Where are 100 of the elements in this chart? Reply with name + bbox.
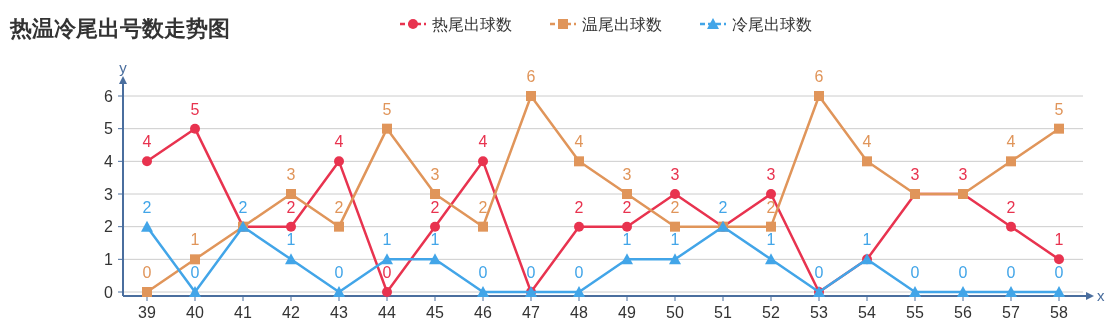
data-label: 2 <box>430 198 440 216</box>
point <box>621 253 633 265</box>
point <box>190 123 200 134</box>
point <box>430 221 440 232</box>
data-label: 2 <box>718 198 728 216</box>
x-tick-label: 43 <box>330 304 348 321</box>
point <box>334 221 344 232</box>
x-tick-label: 42 <box>282 304 300 321</box>
data-label: 1 <box>1054 231 1064 249</box>
point <box>142 156 152 167</box>
point <box>670 221 680 232</box>
data-label: 4 <box>1006 133 1016 151</box>
data-label: 0 <box>334 264 344 281</box>
x-tick-label: 55 <box>906 304 924 321</box>
y-tick-label: 3 <box>104 185 114 203</box>
data-label: 3 <box>910 166 920 183</box>
data-label: 1 <box>286 231 296 249</box>
point <box>670 189 680 199</box>
data-label: 6 <box>814 68 824 85</box>
point <box>382 123 392 134</box>
point <box>622 221 632 232</box>
point <box>285 253 297 265</box>
point <box>381 253 393 265</box>
data-label: 0 <box>574 264 584 281</box>
point <box>909 286 921 297</box>
data-label: 4 <box>142 133 152 151</box>
y-tick-label: 6 <box>104 87 114 105</box>
data-label: 4 <box>478 133 488 151</box>
x-tick-label: 58 <box>1050 304 1068 321</box>
point <box>189 286 201 297</box>
point <box>478 221 488 232</box>
data-label: 1 <box>766 231 776 249</box>
data-label: 2 <box>574 198 584 216</box>
point <box>669 253 681 265</box>
point <box>333 286 345 297</box>
data-label: 0 <box>910 264 920 281</box>
data-label: 2 <box>670 198 680 216</box>
data-label: 4 <box>334 133 344 151</box>
data-label: 2 <box>286 198 296 216</box>
point <box>765 253 777 265</box>
point <box>1006 221 1016 232</box>
point <box>1006 156 1016 167</box>
chart-title: 热温冷尾出号数走势图 <box>9 16 230 41</box>
point <box>190 254 200 265</box>
data-label: 0 <box>142 264 152 281</box>
y-tick-label: 5 <box>104 120 114 138</box>
data-label: 3 <box>430 166 440 183</box>
data-label: 0 <box>382 264 392 281</box>
y-tick-label: 1 <box>104 250 114 268</box>
x-tick-label: 45 <box>426 304 444 321</box>
data-label: 2 <box>334 198 344 216</box>
data-label: 4 <box>862 133 872 151</box>
data-label: 2 <box>766 198 776 216</box>
point <box>477 286 489 297</box>
y-tick-label: 0 <box>104 283 114 301</box>
data-label: 1 <box>382 231 392 249</box>
x-tick-label: 50 <box>666 304 684 321</box>
data-label: 3 <box>958 166 968 183</box>
point <box>766 221 776 232</box>
x-tick-label: 44 <box>378 304 396 321</box>
point <box>1054 254 1064 265</box>
point <box>957 286 969 297</box>
data-label: 0 <box>958 264 968 281</box>
data-label: 2 <box>238 198 248 216</box>
x-tick-label: 39 <box>138 304 156 321</box>
x-tick-label: 49 <box>618 304 636 321</box>
data-label: 1 <box>430 231 440 249</box>
data-label: 0 <box>1054 264 1064 281</box>
data-label: 0 <box>190 264 200 281</box>
x-tick-label: 51 <box>714 304 732 321</box>
point <box>1005 286 1017 297</box>
point <box>573 286 585 297</box>
data-label: 2 <box>478 198 488 216</box>
point <box>814 91 824 101</box>
y-axis-title: y <box>119 59 128 76</box>
x-tick-label: 48 <box>570 304 588 321</box>
data-label: 6 <box>526 68 536 85</box>
data-label: 3 <box>670 166 680 183</box>
point <box>574 156 584 167</box>
data-label: 0 <box>814 264 824 281</box>
point <box>526 91 536 101</box>
data-label: 4 <box>574 133 584 151</box>
data-label: 3 <box>622 166 632 183</box>
data-label: 0 <box>478 264 488 281</box>
point <box>574 221 584 232</box>
point <box>429 253 441 265</box>
point <box>1053 286 1065 297</box>
data-label: 1 <box>670 231 680 249</box>
legend-label: 温尾出球数 <box>582 16 662 33</box>
x-axis-title: x <box>1097 287 1105 305</box>
point <box>478 156 488 167</box>
point <box>430 189 440 199</box>
legend-label: 热尾出球数 <box>432 16 512 33</box>
data-label: 5 <box>382 100 392 118</box>
x-tick-label: 52 <box>762 304 780 321</box>
x-tick-label: 47 <box>522 304 540 321</box>
data-label: 1 <box>862 231 872 249</box>
x-tick-label: 46 <box>474 304 492 321</box>
data-label: 2 <box>1006 198 1016 216</box>
x-tick-label: 53 <box>810 304 828 321</box>
